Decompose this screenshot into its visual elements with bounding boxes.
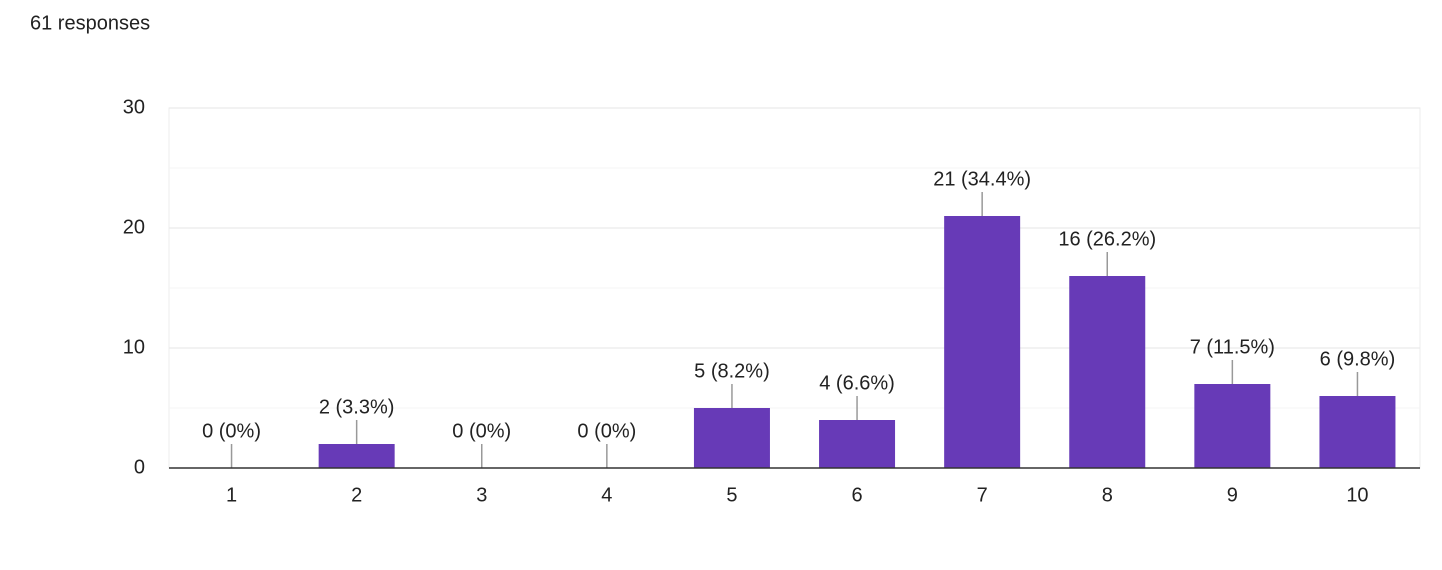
x-tick-label: 3 xyxy=(476,484,487,506)
bar xyxy=(1194,384,1271,468)
bar xyxy=(1319,396,1396,468)
data-label: 6 (9.8%) xyxy=(1320,348,1396,370)
data-label: 7 (11.5%) xyxy=(1190,336,1275,358)
bar xyxy=(693,408,770,468)
x-tick-label: 10 xyxy=(1346,484,1368,506)
x-tick-label: 7 xyxy=(977,484,988,506)
x-tick-label: 9 xyxy=(1227,484,1238,506)
x-tick-label: 6 xyxy=(851,484,862,506)
y-tick-label: 20 xyxy=(123,216,145,238)
data-label: 0 (0%) xyxy=(577,420,636,442)
x-tick-label: 1 xyxy=(226,484,237,506)
x-tick-label: 8 xyxy=(1102,484,1113,506)
data-label: 5 (8.2%) xyxy=(694,360,770,382)
bar xyxy=(1069,276,1146,468)
bar xyxy=(318,444,395,468)
y-tick-label: 30 xyxy=(123,96,145,118)
data-label: 0 (0%) xyxy=(202,420,261,442)
data-label: 4 (6.6%) xyxy=(819,372,895,394)
x-tick-label: 5 xyxy=(726,484,737,506)
chart-title: 61 responses xyxy=(30,12,150,34)
data-label: 21 (34.4%) xyxy=(933,168,1031,190)
bar xyxy=(944,216,1021,468)
data-label: 0 (0%) xyxy=(452,420,511,442)
data-label: 16 (26.2%) xyxy=(1058,228,1156,250)
x-tick-label: 4 xyxy=(601,484,612,506)
data-label: 2 (3.3%) xyxy=(319,396,395,418)
x-tick-label: 2 xyxy=(351,484,362,506)
y-tick-label: 0 xyxy=(134,456,145,478)
y-tick-label: 10 xyxy=(123,336,145,358)
bar xyxy=(819,420,896,468)
